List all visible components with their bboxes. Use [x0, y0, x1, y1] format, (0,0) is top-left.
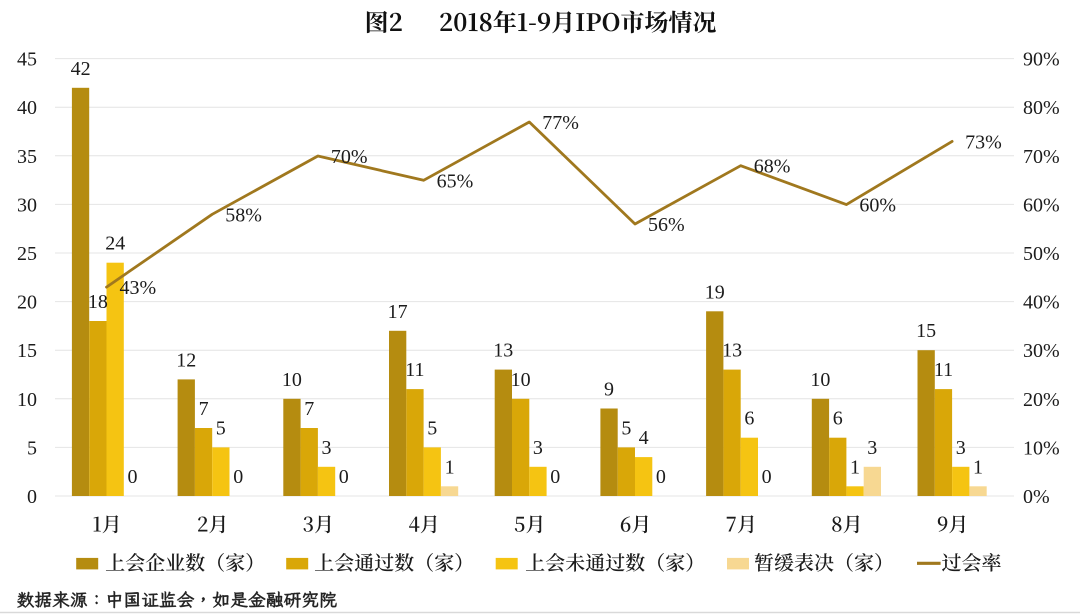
- svg-text:5: 5: [621, 417, 631, 439]
- svg-text:3: 3: [956, 437, 966, 459]
- svg-text:11: 11: [934, 359, 953, 381]
- svg-text:0: 0: [339, 466, 349, 488]
- svg-text:0%: 0%: [1023, 486, 1050, 508]
- svg-text:7: 7: [304, 398, 314, 420]
- svg-text:6: 6: [744, 408, 754, 430]
- svg-text:30%: 30%: [1023, 340, 1060, 362]
- svg-text:7: 7: [199, 398, 209, 420]
- svg-text:30: 30: [17, 194, 37, 216]
- svg-text:0: 0: [27, 486, 37, 508]
- svg-text:56%: 56%: [648, 214, 685, 236]
- svg-text:1: 1: [973, 456, 983, 478]
- svg-text:70%: 70%: [1023, 146, 1060, 168]
- svg-text:1: 1: [850, 456, 860, 478]
- svg-text:50%: 50%: [1023, 243, 1060, 265]
- svg-text:0: 0: [233, 466, 243, 488]
- svg-text:3: 3: [533, 437, 543, 459]
- svg-text:10: 10: [17, 389, 37, 411]
- svg-text:80%: 80%: [1023, 97, 1060, 119]
- svg-text:20%: 20%: [1023, 389, 1060, 411]
- svg-text:0: 0: [128, 466, 138, 488]
- svg-text:10%: 10%: [1023, 437, 1060, 459]
- svg-text:9: 9: [604, 379, 614, 401]
- svg-text:0: 0: [550, 466, 560, 488]
- svg-text:77%: 77%: [542, 112, 579, 134]
- svg-text:12: 12: [176, 349, 196, 371]
- svg-text:10: 10: [511, 369, 531, 391]
- svg-text:73%: 73%: [965, 131, 1002, 153]
- svg-text:60%: 60%: [1023, 194, 1060, 216]
- svg-text:25: 25: [17, 243, 37, 265]
- svg-text:20: 20: [17, 292, 37, 314]
- svg-text:58%: 58%: [225, 204, 262, 226]
- svg-text:11: 11: [405, 359, 424, 381]
- svg-text:40%: 40%: [1023, 292, 1060, 314]
- svg-text:3: 3: [867, 437, 877, 459]
- svg-text:60%: 60%: [859, 195, 896, 217]
- svg-text:42: 42: [71, 58, 91, 80]
- svg-text:0: 0: [656, 466, 666, 488]
- svg-text:43%: 43%: [120, 277, 157, 299]
- svg-text:17: 17: [388, 301, 408, 323]
- svg-text:45: 45: [17, 49, 37, 71]
- svg-text:3: 3: [322, 437, 332, 459]
- svg-text:10: 10: [810, 369, 830, 391]
- svg-text:5: 5: [427, 417, 437, 439]
- svg-text:13: 13: [493, 340, 513, 362]
- svg-text:35: 35: [17, 146, 37, 168]
- svg-text:13: 13: [722, 340, 742, 362]
- svg-text:6: 6: [833, 408, 843, 430]
- svg-text:15: 15: [17, 340, 37, 362]
- svg-text:40: 40: [17, 97, 37, 119]
- svg-text:4: 4: [639, 427, 649, 449]
- svg-text:68%: 68%: [754, 156, 791, 178]
- svg-text:1: 1: [445, 456, 455, 478]
- svg-text:10: 10: [282, 369, 302, 391]
- svg-text:5: 5: [216, 417, 226, 439]
- svg-text:5: 5: [27, 437, 37, 459]
- svg-text:90%: 90%: [1023, 49, 1060, 71]
- svg-text:15: 15: [916, 320, 936, 342]
- svg-text:70%: 70%: [331, 146, 368, 168]
- svg-text:65%: 65%: [437, 170, 474, 192]
- svg-text:0: 0: [762, 466, 772, 488]
- svg-text:19: 19: [705, 281, 725, 303]
- svg-text:18: 18: [88, 291, 108, 313]
- svg-text:24: 24: [105, 233, 125, 255]
